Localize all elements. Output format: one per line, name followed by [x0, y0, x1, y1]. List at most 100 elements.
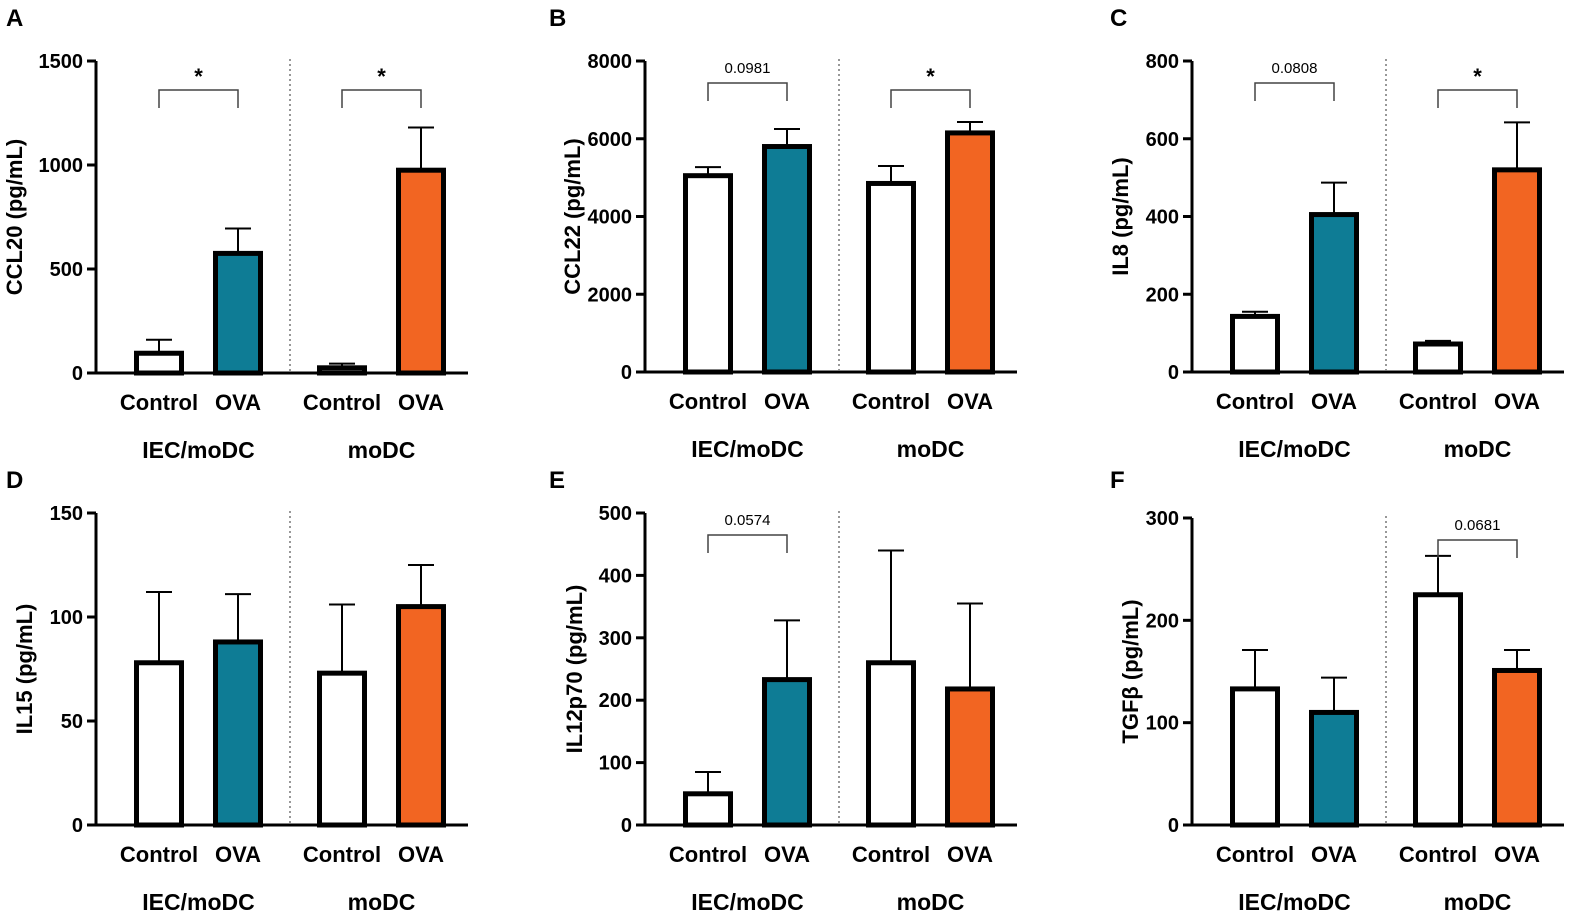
y-tick-label: 100 — [599, 753, 632, 775]
significance-label: * — [377, 64, 386, 89]
category-label: Control — [120, 390, 198, 415]
iec-modc-control-bar — [683, 173, 733, 375]
group-label: IEC/moDC — [1238, 889, 1350, 915]
y-axis-label: CCL20 (pg/mL) — [2, 139, 27, 295]
y-tick-label: 300 — [599, 628, 632, 650]
significance-label: * — [926, 64, 935, 89]
category-label: OVA — [764, 389, 810, 414]
panel-d: D 0 50 100 150 IL15 (pg/mL) Control OVA Control O… — [6, 467, 468, 915]
panel-letter: F — [1110, 467, 1125, 494]
y-tick-label: 100 — [50, 607, 83, 629]
category-label: OVA — [1311, 842, 1357, 867]
category-label: OVA — [215, 390, 261, 415]
y-tick-label: 0 — [1168, 815, 1179, 837]
significance-bracket — [890, 89, 971, 108]
modc-control-bar — [866, 660, 916, 828]
modc-control-bar — [866, 180, 916, 375]
category-label: OVA — [764, 842, 810, 867]
significance-bracket — [707, 534, 788, 553]
y-tick-label: 200 — [599, 690, 632, 712]
y-tick-label: 0 — [621, 815, 632, 837]
group-label: moDC — [348, 889, 416, 915]
category-label: Control — [120, 842, 198, 867]
category-label: Control — [852, 389, 930, 414]
modc-ova-bar — [1492, 167, 1542, 375]
group-label: moDC — [1444, 436, 1512, 462]
category-label: Control — [669, 842, 747, 867]
y-tick-label: 0 — [72, 363, 83, 385]
y-tick-label: 100 — [1146, 713, 1179, 735]
iec-modc-ova-bar — [1309, 709, 1359, 828]
panel-letter: C — [1110, 5, 1127, 32]
y-tick-label: 300 — [1146, 508, 1179, 530]
category-label: Control — [1399, 389, 1477, 414]
y-tick-label: 1500 — [39, 51, 84, 73]
iec-modc-ova-bar — [1309, 212, 1359, 375]
iec-modc-ova-bar — [762, 677, 812, 828]
y-tick-label: 500 — [599, 503, 632, 525]
y-tick-label: 200 — [1146, 610, 1179, 632]
y-axis-label: TGFβ (pg/mL) — [1118, 599, 1143, 743]
y-tick-label: 0 — [1168, 362, 1179, 384]
significance-bracket — [1437, 539, 1518, 558]
iec-modc-control-bar — [1230, 686, 1280, 828]
y-axis-label: IL15 (pg/mL) — [12, 604, 37, 735]
y-tick-label: 8000 — [588, 51, 633, 73]
group-label: moDC — [897, 889, 965, 915]
group-label: IEC/moDC — [142, 437, 254, 463]
iec-modc-ova-bar — [213, 639, 263, 828]
category-label: OVA — [1311, 389, 1357, 414]
group-label: IEC/moDC — [142, 889, 254, 915]
category-label: Control — [303, 842, 381, 867]
category-label: Control — [669, 389, 747, 414]
category-label: Control — [1399, 842, 1477, 867]
significance-bracket — [707, 82, 788, 101]
iec-modc-control-bar — [683, 791, 733, 828]
group-label: moDC — [1444, 889, 1512, 915]
y-tick-label: 0 — [72, 815, 83, 837]
y-axis-label: IL8 (pg/mL) — [1108, 157, 1133, 276]
y-tick-label: 800 — [1146, 51, 1179, 73]
panel-letter: A — [6, 5, 23, 32]
category-label: Control — [852, 842, 930, 867]
panel-e: E 0 100 200 300 400 500 IL12p70 (pg/mL) Control O… — [549, 467, 1017, 915]
significance-bracket — [158, 89, 239, 108]
y-tick-label: 50 — [61, 711, 83, 733]
significance-label: 0.0681 — [1455, 517, 1501, 534]
modc-ova-bar — [1492, 667, 1542, 828]
y-tick-label: 2000 — [588, 284, 633, 306]
iec-modc-ova-bar — [762, 144, 812, 375]
category-label: Control — [1216, 842, 1294, 867]
category-label: Control — [303, 390, 381, 415]
significance-label: 0.0808 — [1272, 60, 1318, 77]
category-label: OVA — [215, 842, 261, 867]
iec-modc-ova-bar — [213, 250, 263, 376]
y-tick-label: 150 — [50, 503, 83, 525]
panel-f: F 0 100 200 300 TGFβ (pg/mL) Control OVA Control… — [1110, 467, 1564, 915]
iec-modc-control-bar — [134, 660, 184, 828]
y-tick-label: 4000 — [588, 207, 633, 229]
panel-b: B 0 2000 4000 6000 8000 CCL22 (pg/mL) Control OV… — [549, 5, 1017, 462]
modc-ova-bar — [945, 686, 995, 828]
group-label: moDC — [897, 436, 965, 462]
iec-modc-control-bar — [134, 350, 184, 376]
group-label: moDC — [348, 437, 416, 463]
significance-label: * — [1473, 64, 1482, 89]
y-tick-label: 400 — [599, 565, 632, 587]
panel-letter: B — [549, 5, 566, 32]
panel-a: A 0 500 1000 1500 CCL20 (pg/mL) Control OVA Cont… — [2, 5, 468, 463]
modc-ova-bar — [945, 130, 995, 375]
significance-bracket — [1437, 89, 1518, 108]
category-label: OVA — [947, 389, 993, 414]
significance-label: 0.0981 — [725, 60, 771, 77]
iec-modc-control-bar — [1230, 313, 1280, 375]
group-label: IEC/moDC — [691, 889, 803, 915]
y-tick-label: 6000 — [588, 129, 633, 151]
y-axis-label: IL12p70 (pg/mL) — [562, 585, 587, 754]
y-tick-label: 500 — [50, 259, 83, 281]
significance-label: 0.0574 — [725, 512, 771, 529]
category-label: Control — [1216, 389, 1294, 414]
significance-bracket — [1254, 82, 1335, 101]
modc-ova-bar — [396, 167, 446, 376]
